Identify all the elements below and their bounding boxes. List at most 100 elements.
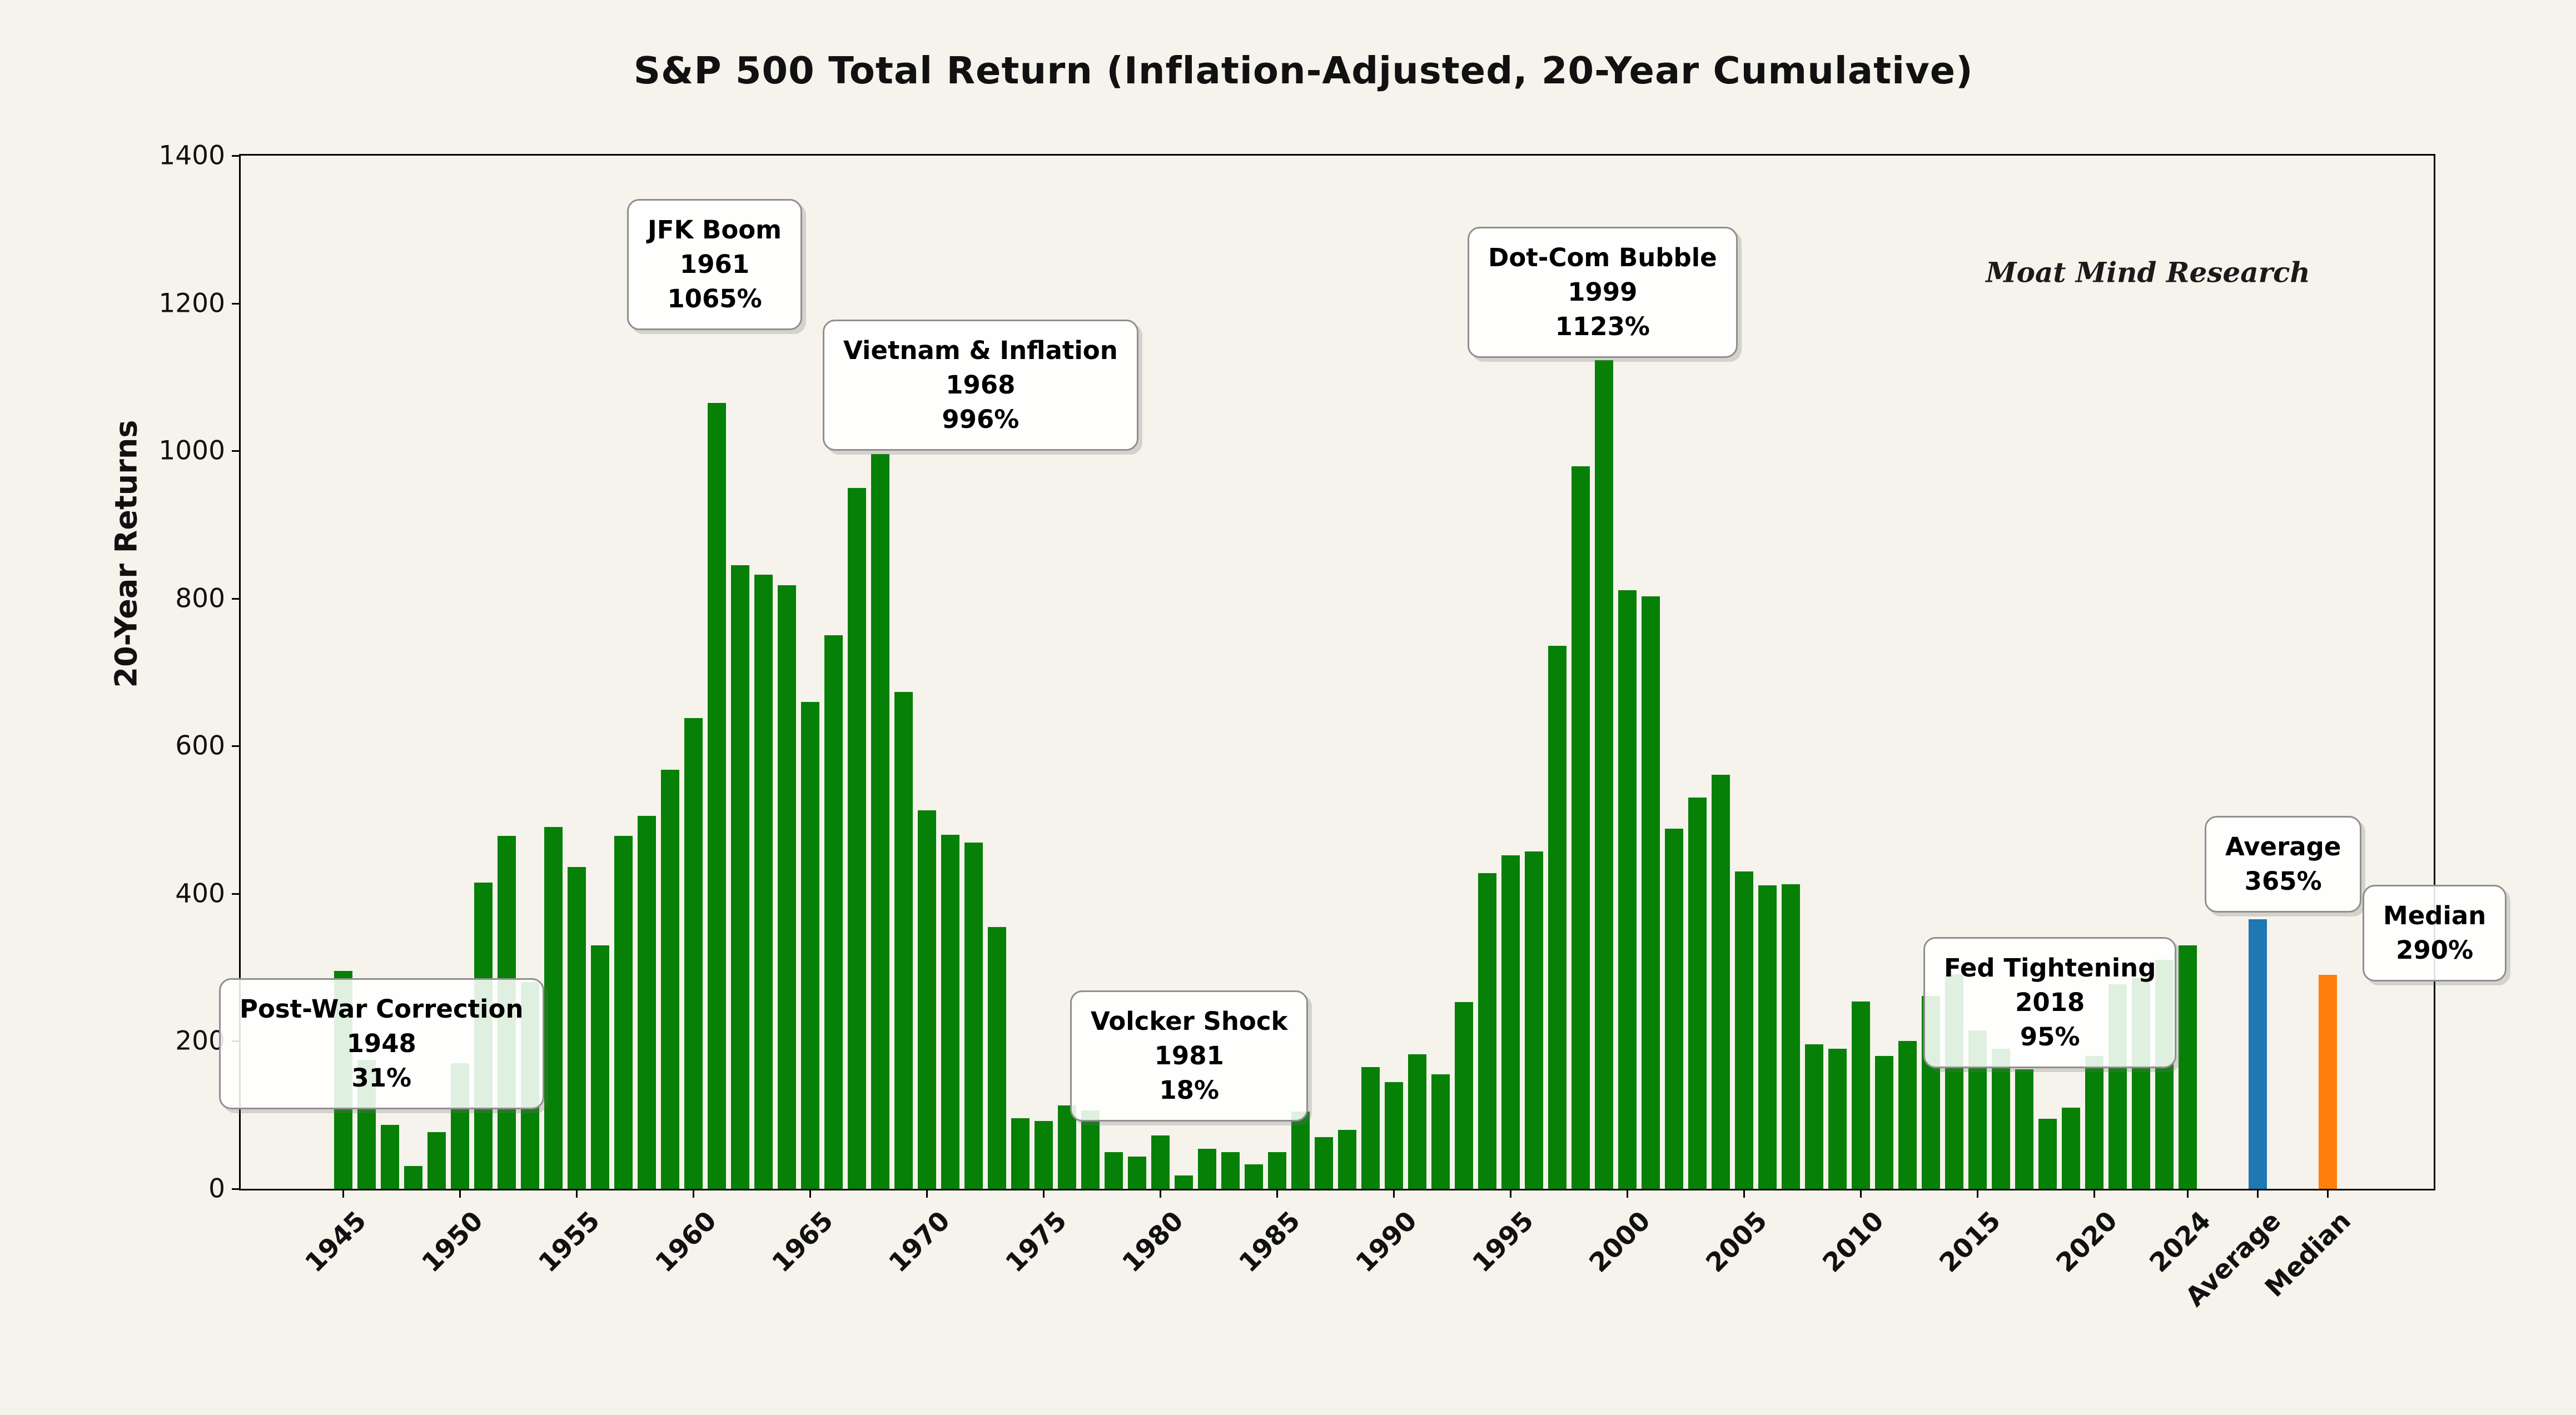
x-tick-label-1970: 1970 [883, 1205, 956, 1279]
bar-1968 [871, 454, 889, 1189]
bar-1974 [1011, 1118, 1030, 1189]
annotation-line: 31% [351, 1063, 412, 1093]
bar-Average [2248, 919, 2267, 1189]
bar-1975 [1034, 1120, 1053, 1189]
x-tick-label-1980: 1980 [1116, 1205, 1190, 1279]
annotation-line: Vietnam & Inflation [843, 336, 1118, 365]
x-tick-label-2000: 2000 [1583, 1205, 1657, 1279]
bar-1980 [1151, 1135, 1170, 1189]
bar-1967 [847, 487, 866, 1189]
x-tick [693, 1189, 694, 1198]
annotation-line: Post-War Correction [240, 994, 524, 1024]
bar-1960 [684, 718, 703, 1189]
bar-1990 [1384, 1082, 1403, 1189]
chart-title: S&P 500 Total Return (Inflation-Adjusted… [633, 49, 1973, 92]
y-tick [232, 597, 241, 600]
annotation-line: 365% [2244, 866, 2322, 896]
bar-2019 [2061, 1107, 2080, 1189]
annotation-fed-tightening: Fed Tightening 2018 95% [1923, 937, 2177, 1069]
bar-2000 [1618, 590, 1637, 1189]
bar-1949 [427, 1132, 446, 1189]
bar-1964 [777, 585, 796, 1189]
annotation-volcker-shock: Volcker Shock 1981 18% [1070, 990, 1309, 1122]
bar-1959 [660, 769, 679, 1189]
annotation-line: 1123% [1555, 312, 1650, 342]
bar-2016 [1991, 1048, 2010, 1189]
bar-2005 [1734, 871, 1753, 1189]
annotation-line: 95% [2020, 1022, 2080, 1052]
y-tick-label: 1000 [158, 435, 225, 466]
bar-1955 [567, 867, 586, 1189]
bar-2020 [2085, 1056, 2103, 1189]
annotation-line: Median [2383, 901, 2487, 930]
bar-1991 [1408, 1054, 1426, 1189]
bar-1969 [894, 692, 913, 1189]
x-tick [2093, 1189, 2095, 1198]
x-tick-label-1950: 1950 [416, 1205, 489, 1279]
bar-1971 [941, 834, 959, 1189]
x-tick [576, 1189, 578, 1198]
bar-1961 [707, 402, 726, 1189]
bar-1958 [637, 816, 656, 1189]
annotation-dot-com-bubble: Dot-Com Bubble 1999 1123% [1468, 227, 1738, 358]
y-axis-label: 20-Year Returns [108, 420, 144, 688]
x-tick-label-1995: 1995 [1466, 1205, 1540, 1279]
bar-2006 [1758, 885, 1777, 1189]
annotation-line: 1981 [1154, 1041, 1224, 1071]
x-tick [1860, 1189, 1862, 1198]
bar-1986 [1291, 1111, 1310, 1189]
bar-1993 [1454, 1002, 1473, 1189]
y-tick-label: 400 [175, 878, 225, 909]
annotation-line: 2018 [2015, 988, 2085, 1018]
y-tick [232, 302, 241, 305]
bar-1997 [1548, 645, 1567, 1189]
x-tick [342, 1189, 344, 1198]
annotation-line: Volcker Shock [1091, 1007, 1288, 1036]
bar-2018 [2038, 1118, 2057, 1189]
bar-1999 [1594, 360, 1613, 1189]
bar-2007 [1781, 884, 1800, 1189]
bar-1979 [1127, 1156, 1146, 1189]
annotation-jfk-boom: JFK Boom 1961 1065% [627, 199, 803, 331]
bar-2010 [1851, 1001, 1870, 1189]
bar-1998 [1571, 466, 1590, 1189]
bar-1972 [964, 843, 983, 1189]
annotation-median-callout: Median 290% [2363, 885, 2507, 982]
y-tick [232, 893, 241, 895]
bar-Median [2318, 974, 2337, 1189]
x-tick-label-2005: 2005 [1700, 1205, 1773, 1279]
x-tick [2327, 1189, 2329, 1198]
bar-1983 [1221, 1152, 1240, 1189]
x-tick [1977, 1189, 1978, 1198]
bar-2017 [2015, 1069, 2033, 1189]
x-tick [1627, 1189, 1628, 1198]
annotation-line: JFK Boom [648, 215, 782, 245]
x-tick [1276, 1189, 1278, 1198]
bar-1978 [1104, 1152, 1123, 1189]
y-tick-label: 1200 [158, 288, 225, 319]
bar-1973 [987, 926, 1006, 1189]
x-tick-label-1955: 1955 [533, 1205, 606, 1279]
x-tick [1510, 1189, 1511, 1198]
bar-2002 [1664, 829, 1683, 1189]
bar-2024 [2178, 945, 2197, 1189]
annotation-line: 1065% [667, 284, 762, 314]
annotation-line: Average [2225, 832, 2341, 861]
y-tick [232, 155, 241, 157]
watermark: Moat Mind Research [1986, 256, 2310, 289]
bar-1985 [1267, 1152, 1286, 1189]
y-tick-label: 800 [175, 583, 225, 614]
annotation-line: 1961 [679, 250, 750, 280]
x-tick [1743, 1189, 1745, 1198]
bar-1984 [1244, 1164, 1263, 1189]
annotation-line: 1948 [346, 1029, 416, 1059]
bar-1970 [917, 810, 936, 1189]
x-tick [809, 1189, 811, 1198]
bar-1992 [1431, 1074, 1450, 1189]
bar-1987 [1314, 1137, 1333, 1189]
y-tick-label: 600 [175, 730, 225, 761]
x-tick [2257, 1189, 2259, 1198]
bar-1957 [614, 836, 633, 1189]
bar-1994 [1478, 873, 1496, 1189]
